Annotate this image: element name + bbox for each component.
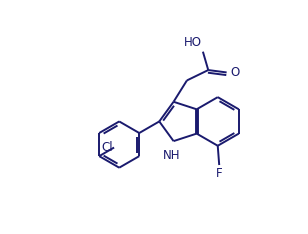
Text: HO: HO	[184, 36, 201, 49]
Text: Cl: Cl	[101, 141, 113, 154]
Text: F: F	[216, 167, 222, 180]
Text: O: O	[230, 66, 239, 79]
Text: NH: NH	[163, 149, 181, 161]
